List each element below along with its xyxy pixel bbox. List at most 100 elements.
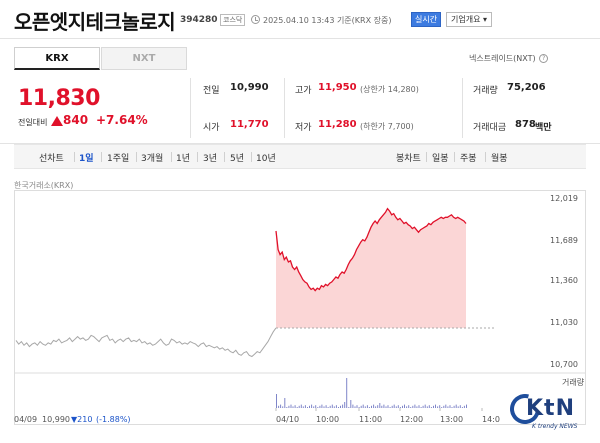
- volume-bar: [375, 406, 377, 408]
- y-tick-label: 10,700: [550, 360, 578, 369]
- volume-label: 거래량: [473, 86, 498, 96]
- volume-bar: [352, 404, 354, 408]
- volume-bar: [371, 405, 372, 408]
- period-divider: [426, 152, 427, 162]
- candle-weekly[interactable]: 주봉: [460, 154, 477, 164]
- period-divider: [74, 152, 75, 162]
- volume-bar: [418, 405, 420, 408]
- period-3m[interactable]: 3개월: [141, 154, 164, 164]
- x-tick-label: 10:00: [316, 415, 340, 424]
- volume-bar: [292, 406, 294, 408]
- y-tick-label: 11,360: [550, 276, 578, 285]
- nxt-link-label: 넥스트레이드(NXT): [469, 54, 536, 63]
- company-info-button[interactable]: 기업개요 ▾: [446, 12, 492, 27]
- logo-text: KtN: [526, 396, 575, 421]
- volume-bar: [348, 407, 350, 408]
- upper-limit: (상한가 14,280): [360, 85, 419, 94]
- volume-bar: [441, 407, 443, 408]
- high-value: 11,950: [318, 82, 357, 93]
- period-3y[interactable]: 3년: [203, 154, 218, 164]
- nxt-link[interactable]: 넥스트레이드(NXT) ?: [469, 53, 549, 64]
- volume-legend: 거래량: [562, 378, 585, 387]
- price-divider: [0, 143, 600, 144]
- prev-session-change: ▼210: [71, 415, 93, 424]
- volume-bar: [424, 404, 426, 408]
- volume-bar: [358, 407, 360, 408]
- period-divider: [224, 152, 225, 162]
- volume-bar: [350, 400, 352, 408]
- volume-bar: [356, 405, 358, 408]
- today-fill: [276, 208, 466, 328]
- volume-bar: [381, 405, 383, 408]
- lower-limit: (하한가 7,700): [360, 122, 414, 131]
- volume-bar: [416, 406, 418, 408]
- price-chart[interactable]: 12,019 11,689 11,360 11,030 10,700 거래량 0…: [14, 190, 586, 430]
- period-bar: 선차트 1일 1주일 3개월 1년 3년 5년 10년 봉차트 일봉 주봉 월봉: [14, 144, 586, 169]
- tab-nxt[interactable]: NXT: [101, 47, 187, 70]
- volume-bar: [455, 404, 457, 408]
- volume-bar: [311, 404, 313, 408]
- tab-krx[interactable]: KRX: [14, 47, 100, 70]
- volume-bar: [414, 404, 416, 408]
- volume-bar: [298, 405, 300, 408]
- amount-unit: 백만: [535, 123, 552, 133]
- candle-daily[interactable]: 일봉: [432, 154, 449, 164]
- volume-bar: [338, 407, 339, 408]
- period-divider: [101, 152, 102, 162]
- volume-bar: [309, 405, 310, 408]
- candle-chart-button[interactable]: 봉차트: [396, 154, 421, 164]
- volume-bar: [317, 407, 319, 408]
- period-divider: [171, 152, 172, 162]
- volume-bar: [461, 407, 463, 408]
- period-10y[interactable]: 10년: [256, 154, 276, 164]
- volume-bar: [387, 405, 389, 408]
- volume-bar: [335, 405, 337, 408]
- volume-bar: [393, 404, 395, 408]
- volume-bar: [430, 407, 432, 408]
- volume-bar: [321, 404, 323, 408]
- volume-bar: [364, 406, 366, 408]
- volume-bar: [428, 405, 430, 408]
- volume-bar: [433, 405, 434, 408]
- data-source: 한국거래소(KRX): [14, 181, 74, 190]
- volume-bar: [391, 405, 393, 408]
- volume-bar: [437, 406, 439, 408]
- logo-subtext: K trendy NEWS: [532, 423, 578, 430]
- line-chart-button[interactable]: 선차트: [39, 154, 64, 164]
- volume-bar: [368, 407, 370, 408]
- volume-bar: [300, 404, 302, 408]
- period-1y[interactable]: 1년: [176, 154, 191, 164]
- volume-bar: [333, 406, 335, 408]
- volume-value: 75,206: [507, 82, 546, 93]
- x-tick-label: 04/10: [276, 415, 300, 424]
- price-chart-svg: [14, 190, 586, 425]
- realtime-button[interactable]: 실시간: [411, 12, 442, 27]
- period-divider: [485, 152, 486, 162]
- stats-divider: [190, 78, 191, 138]
- period-divider: [454, 152, 455, 162]
- stats-divider: [284, 78, 285, 138]
- volume-bar: [399, 407, 401, 408]
- candle-monthly[interactable]: 월봉: [491, 154, 508, 164]
- info-icon[interactable]: ?: [539, 54, 549, 63]
- volume-bar: [294, 405, 296, 408]
- period-1d[interactable]: 1일: [79, 154, 94, 164]
- y-tick-label: 11,030: [550, 318, 578, 327]
- period-5y[interactable]: 5년: [230, 154, 245, 164]
- volume-bar: [397, 405, 399, 408]
- volume-bar: [325, 405, 327, 408]
- x-tick-label: 12:00: [400, 415, 424, 424]
- ktn-logo: KtN K trendy NEWS: [504, 388, 596, 438]
- volume-bar: [307, 407, 308, 408]
- period-1w[interactable]: 1주일: [107, 154, 130, 164]
- low-label: 저가: [295, 123, 312, 133]
- volume-bar: [280, 404, 282, 408]
- volume-bar: [379, 403, 381, 408]
- volume-bar: [443, 405, 445, 408]
- open-label: 시가: [203, 123, 220, 133]
- volume-bar: [362, 404, 364, 408]
- volume-bar: [340, 405, 341, 408]
- volume-bar: [412, 405, 414, 408]
- volume-bar: [408, 405, 410, 408]
- volume-bar: [422, 405, 424, 408]
